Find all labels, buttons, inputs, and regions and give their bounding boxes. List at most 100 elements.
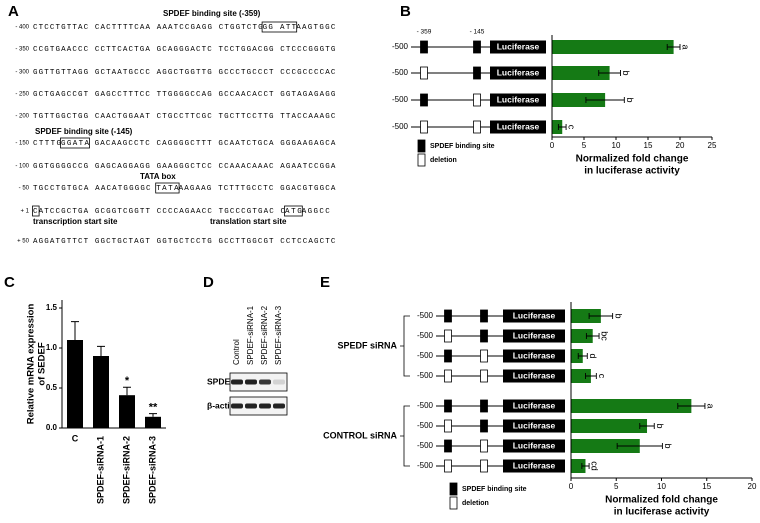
significance-letter: bc: [600, 331, 610, 341]
sequence-text: GGTGGGGCCG GAGCAGGAGG GAAGGGCTCC CCAAACA…: [33, 163, 336, 171]
sequence-text: GGTTGTTAGG GCTAATGCCC AGGCTGGTTG GCCCTGC…: [33, 69, 336, 77]
significance-letter: a: [706, 403, 716, 408]
lane-label: SPDEF-siRNA-1: [246, 305, 255, 365]
sequence-text: GGATA: [61, 140, 89, 148]
luciferase-label: Luciferase: [497, 121, 540, 131]
deletion: [480, 439, 488, 453]
error-bar: [588, 313, 614, 319]
bar: [552, 120, 563, 134]
error-bar: [585, 373, 597, 379]
error-bar: [149, 413, 157, 417]
error-bar: [677, 403, 706, 409]
error-bar: [666, 44, 681, 50]
sequence-text: GACAAGCCTC CAGGGGCTTT GCAATCTGCA GGGAAGA…: [89, 140, 336, 148]
construct-label: -500: [417, 371, 434, 380]
sequence-text: CCGTGAACCC CCTTCACTGA GCAGGGACTC TCCTGGA…: [33, 46, 336, 54]
binding-site: [444, 399, 452, 413]
binding-site: [473, 66, 481, 80]
luciferase-label: Luciferase: [513, 330, 556, 340]
luciferase-box: [503, 329, 565, 343]
row-label: SPDEF: [207, 376, 235, 386]
deletion: [480, 349, 488, 363]
binding-site: [420, 40, 428, 54]
luciferase-box: [503, 369, 565, 383]
construct-label: -500: [392, 68, 409, 77]
binding-site: [480, 419, 488, 433]
legend-swatch: [417, 153, 426, 167]
construct-label: -500: [417, 421, 434, 430]
luciferase-box: [503, 349, 565, 363]
legend-swatch: [417, 139, 426, 153]
luciferase-box: [503, 399, 565, 413]
x-axis-label: Normalized fold change: [576, 154, 689, 165]
luciferase-label: Luciferase: [513, 460, 556, 470]
error-bar: [577, 353, 588, 359]
luciferase-label: Luciferase: [497, 67, 540, 77]
annotation: TATA box: [140, 172, 176, 181]
x-tick-label: 10: [612, 141, 621, 150]
error-bar: [639, 423, 655, 429]
error-bar: [585, 97, 625, 103]
x-tick-label: 20: [676, 141, 685, 150]
significance-letter: b: [625, 97, 635, 102]
bar: [552, 93, 606, 107]
luciferase-box: [490, 40, 546, 54]
position-label: + 1: [20, 209, 29, 215]
position-label: - 150: [15, 141, 29, 147]
legend-label: SPDEF binding site: [462, 486, 527, 493]
legend-label: SPDEF binding site: [430, 143, 495, 150]
deletion: [444, 459, 452, 473]
site-box: [284, 205, 303, 217]
position-label: - 250: [15, 92, 29, 98]
y-axis-label: of SEDEF: [37, 342, 48, 385]
y-axis-label: Relative mRNA expression: [26, 304, 37, 425]
significance-letter: b: [613, 313, 623, 318]
x-tick-label: 0: [569, 482, 574, 491]
site-label: - 359: [417, 29, 432, 36]
band: [245, 379, 257, 385]
binding-site: [420, 93, 428, 107]
significance-letter: b: [655, 423, 665, 428]
significance-letter: b: [663, 443, 673, 448]
sequence-text: GG ATT: [263, 24, 297, 32]
significance-letter: a: [681, 44, 691, 49]
error-bar: [581, 463, 590, 469]
bar: [571, 309, 601, 323]
site-box: [261, 21, 298, 33]
error-bar: [585, 333, 600, 339]
x-axis-label: in luciferase activity: [584, 166, 680, 177]
luciferase-box: [490, 93, 546, 107]
luciferase-label: Luciferase: [513, 310, 556, 320]
lane-label: Control: [232, 339, 241, 365]
position-label: - 350: [15, 47, 29, 53]
x-tick-label: SPDEF-siRNA-3: [147, 436, 157, 504]
luciferase-label: Luciferase: [513, 420, 556, 430]
luciferase-box: [490, 66, 546, 80]
error-bar: [71, 321, 79, 340]
site-box: [60, 137, 90, 149]
position-label: + 50: [17, 239, 30, 245]
bar: [571, 419, 648, 433]
deletion: [444, 419, 452, 433]
bar: [571, 369, 591, 383]
annotation: SPDEF binding site (-359): [163, 9, 261, 18]
blot-frame: [229, 372, 288, 392]
sequence-text: ATG: [285, 208, 302, 216]
luciferase-label: Luciferase: [497, 41, 540, 51]
panel-label: B: [400, 3, 411, 20]
blot-frame: [229, 396, 288, 416]
significance-letter: d: [588, 353, 598, 358]
group-label: CONTROL siRNA: [323, 430, 397, 440]
deletion: [473, 93, 481, 107]
x-tick-label: 15: [702, 482, 711, 491]
position-label: - 300: [15, 70, 29, 76]
band: [231, 403, 243, 409]
construct-label: -500: [417, 331, 434, 340]
binding-site: [480, 399, 488, 413]
row-label: β-actin: [207, 400, 235, 410]
panel-label: C: [4, 274, 15, 291]
x-tick-label: 5: [582, 141, 587, 150]
error-bar: [598, 70, 621, 76]
construct-label: -500: [392, 122, 409, 131]
lane-label: SPDEF-siRNA-2: [260, 305, 269, 365]
